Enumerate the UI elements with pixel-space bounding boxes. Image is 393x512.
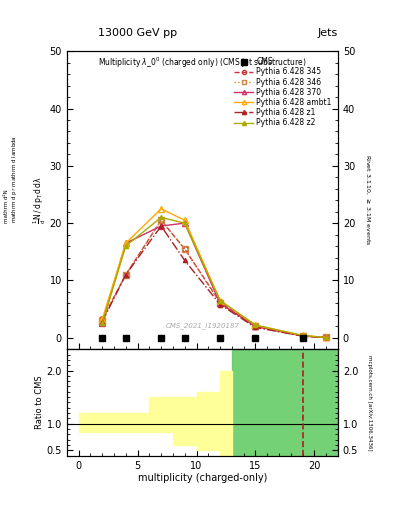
- Y-axis label: Ratio to CMS: Ratio to CMS: [35, 376, 44, 429]
- Legend: CMS, Pythia 6.428 345, Pythia 6.428 346, Pythia 6.428 370, Pythia 6.428 ambt1, P: CMS, Pythia 6.428 345, Pythia 6.428 346,…: [232, 55, 334, 130]
- Text: CMS_2021_I1920187: CMS_2021_I1920187: [165, 322, 239, 329]
- Y-axis label: Rivet 3.1.10, $\geq$ 3.1M events: Rivet 3.1.10, $\geq$ 3.1M events: [364, 155, 371, 246]
- Text: mathrm d²N
mathrm d p$_T$ mathrm d lambda: mathrm d²N mathrm d p$_T$ mathrm d lambd…: [4, 135, 19, 223]
- X-axis label: multiplicity (charged-only): multiplicity (charged-only): [138, 473, 267, 483]
- Text: Jets: Jets: [318, 28, 338, 38]
- Text: Multiplicity $\lambda\_0^0$ (charged only) (CMS jet substructure): Multiplicity $\lambda\_0^0$ (charged onl…: [98, 56, 307, 70]
- Y-axis label: $\mathregular{\frac{1}{d}N\,/\,d\,p_T\,d\,d\lambda}$: $\mathregular{\frac{1}{d}N\,/\,d\,p_T\,d…: [32, 176, 48, 224]
- Y-axis label: mcplots.cern.ch [arXiv:1306.3436]: mcplots.cern.ch [arXiv:1306.3436]: [367, 355, 371, 450]
- Text: 13000 GeV pp: 13000 GeV pp: [98, 28, 177, 38]
